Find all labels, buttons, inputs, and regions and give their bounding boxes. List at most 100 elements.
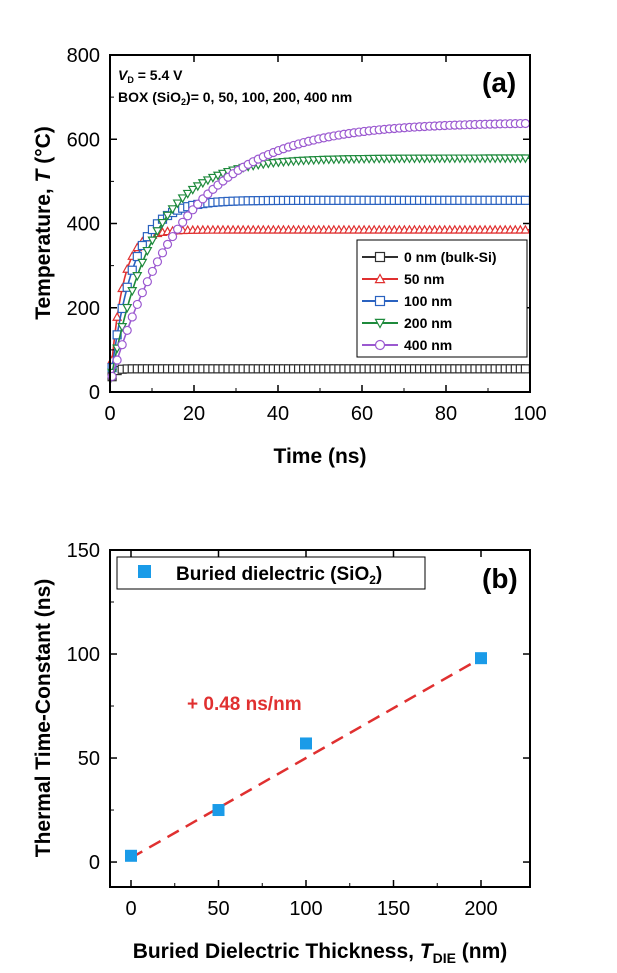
panel-a-legend: 0 nm (bulk-Si) 50 nm 100 nm 200 nm 400 nm bbox=[356, 239, 528, 358]
data-point bbox=[132, 272, 143, 282]
xlabel-b-prefix: Buried Dielectric Thickness, bbox=[133, 940, 420, 963]
legend-marker bbox=[374, 318, 386, 329]
data-point bbox=[157, 248, 168, 258]
panel-a-x-axis-label: Time (ns) bbox=[274, 445, 367, 468]
data-point bbox=[137, 258, 148, 268]
x-tick-label: 150 bbox=[377, 898, 410, 920]
data-point bbox=[147, 266, 158, 277]
ylabel-prefix: Temperature, bbox=[32, 182, 55, 319]
data-point bbox=[162, 211, 173, 221]
xlabel-b-sub: DIE bbox=[433, 950, 456, 966]
data-point bbox=[188, 205, 198, 215]
data-point bbox=[157, 218, 168, 229]
data-point bbox=[127, 265, 137, 275]
data-point bbox=[520, 224, 531, 234]
data-point bbox=[197, 179, 208, 189]
data-point bbox=[122, 325, 132, 335]
y-tick-label: 200 bbox=[67, 298, 100, 320]
panel-a-legend-box bbox=[356, 239, 528, 358]
ylabel-suffix: (°C) bbox=[32, 126, 55, 169]
box-prefix: BOX (SiO bbox=[118, 89, 181, 105]
data-point bbox=[112, 330, 122, 340]
data-point bbox=[520, 118, 530, 129]
fit-slope-label: + 0.48 ns/nm bbox=[187, 694, 302, 715]
y-tick-label: 800 bbox=[67, 45, 100, 67]
linear-fit-line bbox=[130, 657, 482, 859]
data-point bbox=[212, 804, 225, 817]
data-point bbox=[167, 205, 178, 215]
legend-marker bbox=[374, 295, 386, 307]
x-tick-label: 100 bbox=[513, 403, 546, 425]
vd-symbol: V bbox=[118, 67, 129, 83]
data-point bbox=[187, 185, 198, 195]
data-point bbox=[122, 303, 133, 314]
legend-label: 0 nm (bulk-Si) bbox=[404, 249, 497, 265]
legend-b-prefix: Buried dielectric (SiO bbox=[176, 564, 369, 585]
panel-b-y-axis-label: Thermal Time-Constant (ns) bbox=[32, 579, 55, 857]
x-tick-label: 0 bbox=[125, 898, 136, 920]
data-point bbox=[177, 194, 188, 204]
data-point bbox=[475, 652, 487, 665]
y-tick-label: 0 bbox=[89, 852, 100, 874]
x-tick-label: 200 bbox=[464, 898, 497, 920]
data-point bbox=[172, 199, 183, 209]
series-100-nm bbox=[107, 195, 530, 384]
panel-a-label: (a) bbox=[482, 67, 516, 98]
data-point bbox=[112, 311, 123, 321]
data-point bbox=[178, 217, 188, 227]
panel-a-box-annotation: BOX (SiO2)= 0, 50, 100, 200, 400 nm bbox=[118, 89, 352, 107]
data-point bbox=[212, 171, 223, 181]
data-point bbox=[192, 182, 203, 192]
legend-label: 400 nm bbox=[404, 337, 452, 353]
data-point bbox=[520, 154, 531, 164]
data-point bbox=[112, 355, 122, 365]
data-point bbox=[127, 312, 137, 322]
panel-a-vd-annotation: VD = 5.4 V bbox=[118, 67, 183, 85]
series-200-nm bbox=[107, 154, 531, 384]
legend-b-suffix: ) bbox=[376, 564, 382, 585]
y-tick-label: 150 bbox=[67, 540, 100, 562]
panel-b-legend-marker bbox=[138, 565, 151, 578]
box-subscript: 2 bbox=[181, 97, 186, 107]
data-point bbox=[137, 240, 147, 251]
x-tick-label: 60 bbox=[351, 403, 373, 425]
series-400-nm bbox=[107, 118, 530, 384]
panel-a-y-axis-label: Temperature, T (°C) bbox=[32, 126, 55, 320]
data-point bbox=[137, 288, 147, 298]
panel-a-series bbox=[107, 118, 531, 384]
data-point bbox=[183, 211, 193, 221]
data-point bbox=[147, 236, 158, 246]
y-tick-label: 0 bbox=[89, 382, 100, 404]
xlabel-b-suffix: (nm) bbox=[456, 940, 507, 963]
y-tick-label: 400 bbox=[67, 214, 100, 236]
data-point bbox=[202, 176, 213, 186]
y-tick-label: 50 bbox=[78, 748, 100, 770]
panel-b-frame bbox=[109, 549, 531, 888]
data-point bbox=[125, 849, 137, 862]
data-point bbox=[207, 173, 218, 183]
panel-b-legend-label: Buried dielectric (SiO2) bbox=[176, 564, 382, 587]
panel-a-ticks: 0 20 40 60 80 100 0 200 400 600 800 bbox=[67, 45, 547, 425]
panel-b-ticks: 0 50 100 150 200 0 50 100 150 bbox=[67, 540, 530, 920]
data-point bbox=[167, 231, 178, 242]
panel-a: 0 20 40 60 80 100 0 200 400 600 800 (a) VD = 5.4 V… bbox=[32, 45, 547, 468]
panel-b-legend-box bbox=[116, 556, 426, 590]
data-point bbox=[127, 287, 138, 297]
x-tick-label: 40 bbox=[267, 403, 289, 425]
data-point bbox=[520, 364, 530, 374]
data-point bbox=[142, 277, 152, 287]
data-point bbox=[173, 224, 183, 234]
legend-marker bbox=[374, 339, 386, 351]
y-tick-label: 100 bbox=[67, 644, 100, 666]
panel-b: 0 50 100 150 200 0 50 100 150 (b) Buried dielect… bbox=[32, 540, 531, 966]
x-tick-label: 50 bbox=[207, 898, 229, 920]
x-tick-label: 80 bbox=[435, 403, 457, 425]
vd-value: = 5.4 V bbox=[134, 67, 183, 83]
x-tick-label: 20 bbox=[183, 403, 205, 425]
data-point bbox=[132, 299, 142, 310]
data-point bbox=[152, 257, 163, 267]
x-tick-label: 0 bbox=[104, 403, 115, 425]
panel-b-marks bbox=[125, 652, 487, 862]
